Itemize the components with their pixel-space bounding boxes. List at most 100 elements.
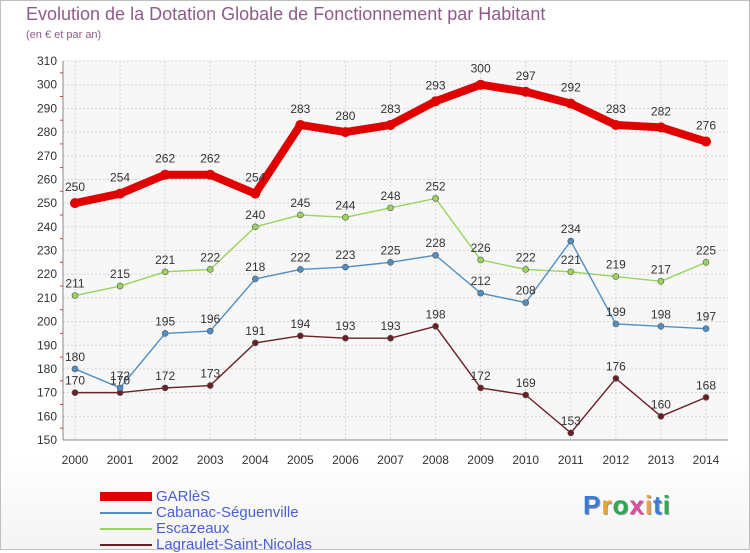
x-tick-label: 2012 (603, 453, 630, 467)
y-tick-label: 250 (37, 196, 57, 210)
logo-letter: o (612, 490, 630, 520)
legend-swatch-escazeaux (100, 528, 152, 530)
data-point-0-5 (295, 119, 306, 130)
legend-label-escazeaux: Escazeaux (156, 520, 230, 537)
data-label-2-6: 244 (335, 198, 355, 212)
data-point-3-9 (477, 384, 484, 392)
x-tick-label: 2008 (422, 453, 449, 467)
data-label-1-10: 208 (516, 284, 536, 298)
data-label-1-6: 223 (335, 248, 355, 262)
data-label-0-10: 297 (516, 69, 536, 83)
data-point-2-4 (251, 223, 259, 231)
data-point-0-2 (160, 169, 171, 180)
data-label-0-6: 280 (335, 109, 355, 123)
x-tick-label: 2011 (558, 453, 584, 467)
data-label-0-12: 283 (606, 102, 626, 116)
data-label-2-7: 248 (380, 189, 400, 203)
data-label-1-2: 195 (155, 314, 175, 328)
y-tick-label: 300 (37, 78, 57, 92)
data-label-1-5: 222 (290, 250, 310, 264)
data-point-2-9 (477, 256, 484, 264)
data-point-0-0 (70, 198, 80, 209)
data-label-0-9: 300 (471, 62, 491, 76)
data-point-0-14 (701, 136, 711, 147)
y-tick-label: 210 (37, 291, 57, 305)
data-point-1-9 (477, 289, 484, 297)
data-label-2-10: 222 (516, 250, 536, 264)
x-tick-label: 2004 (242, 453, 269, 467)
x-tick-label: 2009 (467, 453, 494, 467)
data-label-2-13: 217 (651, 262, 671, 276)
chart-title: Evolution de la Dotation Globale de Fonc… (26, 4, 546, 24)
data-label-1-3: 196 (200, 312, 220, 326)
x-tick-label: 2010 (512, 453, 539, 467)
logo-letter: x (629, 490, 645, 520)
y-tick-label: 190 (37, 338, 57, 352)
data-label-0-7: 283 (380, 102, 400, 116)
data-label-0-14: 276 (696, 119, 716, 133)
data-label-0-3: 262 (200, 152, 220, 166)
data-point-2-6 (342, 214, 349, 221)
data-label-0-1: 254 (110, 171, 130, 185)
data-label-2-0: 211 (65, 277, 84, 291)
data-label-0-5: 283 (290, 102, 310, 116)
data-label-3-2: 172 (155, 369, 175, 383)
data-label-1-12: 199 (606, 305, 626, 319)
proxiti-logo: Proxiti (583, 490, 671, 521)
y-tick-label: 290 (37, 101, 57, 115)
data-label-1-9: 212 (471, 274, 491, 288)
legend-label-cabanac: Cabanac-Séguenville (156, 504, 299, 521)
legend-swatch-cabanac (100, 512, 152, 514)
data-label-3-3: 173 (200, 367, 220, 381)
data-point-3-14 (702, 394, 710, 401)
data-point-3-5 (297, 332, 304, 340)
data-label-0-4: 254 (245, 171, 265, 185)
data-point-3-0 (71, 389, 79, 396)
data-label-1-11: 234 (561, 222, 581, 236)
data-point-1-13 (657, 322, 665, 330)
legend-swatch-lagraulet (100, 544, 152, 546)
data-point-0-7 (385, 119, 396, 130)
data-point-2-5 (297, 211, 304, 219)
data-label-2-12: 219 (606, 258, 626, 272)
data-point-2-2 (161, 268, 169, 276)
y-tick-label: 310 (37, 54, 57, 68)
data-point-1-5 (297, 266, 304, 273)
data-point-0-13 (655, 122, 666, 133)
data-label-1-13: 198 (651, 307, 671, 321)
data-point-3-11 (567, 429, 575, 437)
legend-swatch-garles (100, 492, 152, 501)
data-label-2-11: 221 (561, 253, 581, 267)
data-point-1-8 (432, 251, 439, 259)
y-tick-label: 220 (37, 267, 57, 281)
data-point-0-1 (115, 188, 126, 199)
data-label-2-14: 225 (696, 243, 716, 257)
data-point-0-6 (340, 127, 351, 138)
data-point-1-6 (342, 263, 349, 271)
y-tick-label: 270 (37, 149, 57, 163)
data-label-3-7: 193 (380, 319, 400, 333)
x-tick-label: 2001 (107, 453, 134, 467)
data-point-2-7 (387, 204, 394, 212)
x-tick-label: 2002 (152, 453, 179, 467)
data-point-3-4 (251, 339, 259, 347)
data-point-1-3 (206, 327, 214, 335)
data-label-3-5: 194 (290, 317, 310, 331)
data-label-0-13: 282 (651, 104, 671, 118)
data-point-0-8 (430, 96, 441, 107)
data-point-3-10 (522, 391, 530, 399)
logo-letter: P (583, 490, 602, 520)
logo-letter: t (653, 490, 663, 520)
data-point-0-4 (250, 188, 261, 199)
data-label-3-0: 170 (65, 374, 85, 388)
data-point-2-12 (612, 273, 620, 280)
x-tick-label: 2003 (197, 453, 224, 467)
data-point-1-10 (522, 299, 530, 306)
data-label-2-4: 240 (245, 208, 265, 222)
data-point-2-10 (522, 266, 530, 273)
x-tick-label: 2007 (377, 453, 404, 467)
data-label-3-4: 191 (245, 324, 265, 338)
data-label-3-11: 153 (561, 414, 581, 428)
data-label-3-1: 170 (110, 374, 130, 388)
data-point-2-14 (702, 259, 710, 266)
